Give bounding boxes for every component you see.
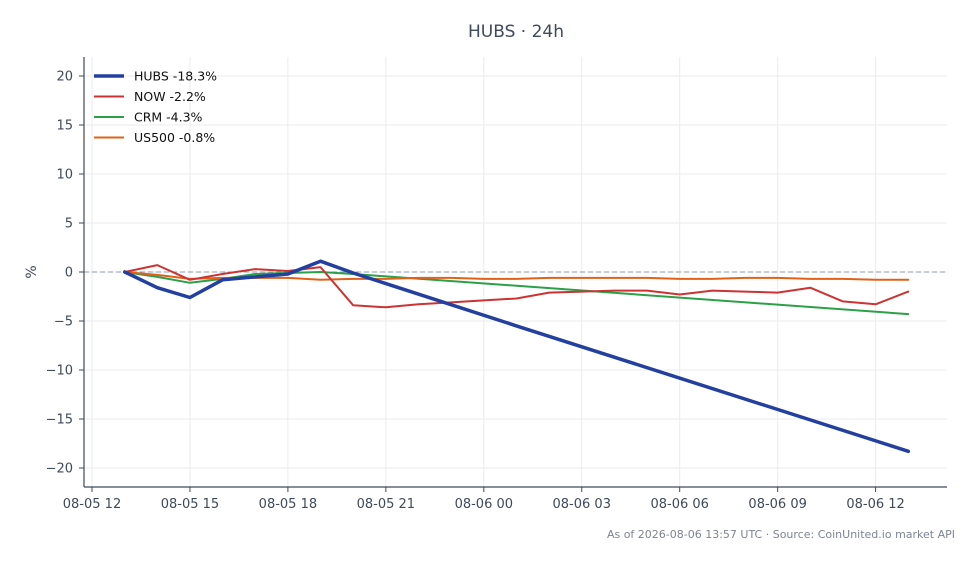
y-axis-label: % xyxy=(24,265,40,278)
y-tick-label: 0 xyxy=(65,266,73,281)
series-layer xyxy=(122,259,911,454)
chart-title: HUBS · 24h xyxy=(468,22,564,42)
series-line-crm xyxy=(123,271,910,316)
y-tick-label: 5 xyxy=(65,217,73,232)
x-tick-label: 08-06 09 xyxy=(748,497,806,512)
y-tick-label: −20 xyxy=(46,462,73,477)
x-tick-label: 08-06 06 xyxy=(650,497,708,512)
x-tick-label: 08-05 21 xyxy=(357,497,415,512)
grid xyxy=(84,57,947,487)
y-tick-label: −10 xyxy=(46,364,73,379)
y-tick-label: 20 xyxy=(56,70,73,85)
series-line-hubs xyxy=(122,259,911,454)
x-tick-label: 08-06 00 xyxy=(455,497,513,512)
legend-label: CRM -4.3% xyxy=(134,110,203,125)
y-tick-label: −5 xyxy=(54,315,73,330)
y-tick-label: 10 xyxy=(56,168,73,183)
legend-label: NOW -2.2% xyxy=(134,89,206,104)
x-tick-label: 08-06 03 xyxy=(553,497,611,512)
ticks: 08-05 12 08-05 15 08-05 18 08-05 21 08-06 00… xyxy=(46,70,905,513)
x-tick-label: 08-05 18 xyxy=(259,497,317,512)
legend-label: US500 -0.8% xyxy=(134,130,215,145)
legend: HUBS -18.3% NOW -2.2% CRM -4.3% US500 -0.8% xyxy=(94,69,217,145)
y-tick-label: 15 xyxy=(56,119,73,134)
x-tick-label: 08-05 15 xyxy=(161,497,219,512)
series-line-now xyxy=(123,264,910,309)
x-tick-label: 08-06 12 xyxy=(846,497,904,512)
y-tick-label: −15 xyxy=(46,413,73,428)
footer-note: As of 2026-08-06 13:57 UTC · Source: Coi… xyxy=(607,528,955,541)
x-tick-label: 08-05 12 xyxy=(63,497,121,512)
legend-label: HUBS -18.3% xyxy=(134,69,217,84)
